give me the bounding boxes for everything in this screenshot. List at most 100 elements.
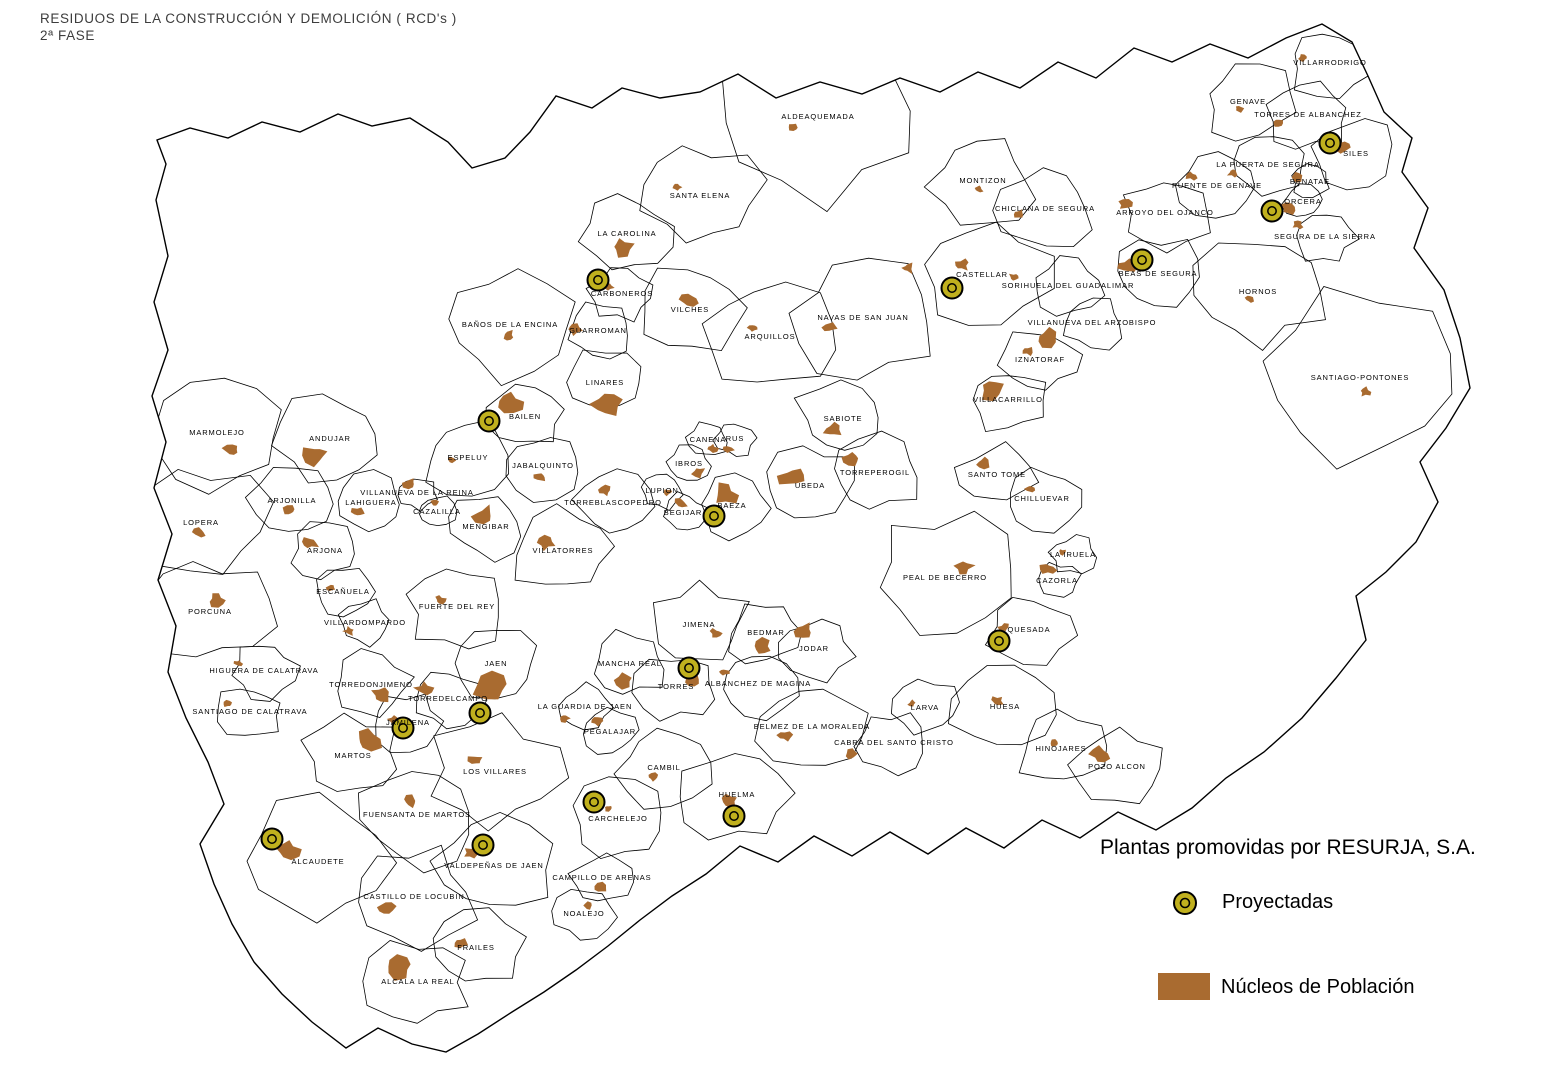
population-patch-vilches: [678, 293, 699, 307]
town-label-alcala-la-real: ALCALA LA REAL: [381, 977, 454, 986]
population-patch-torreblascopedro: [598, 484, 611, 497]
municipality-cell-villatorres: [514, 503, 616, 585]
town-label-la-puerta-de-segura: LA PUERTA DE SEGURA: [1216, 160, 1320, 169]
town-label-jimena: JIMENA: [683, 620, 716, 629]
municipality-cell-cabra-del-santo-cristo: [853, 712, 923, 777]
population-patch-la-puerta-de-segura: [1226, 169, 1238, 178]
town-label-la-iruela: LA IRUELA: [1050, 550, 1096, 559]
legend-title: Plantas promovidas por RESURJA, S.A.: [1100, 836, 1476, 859]
population-patch-pegalajar: [591, 717, 604, 727]
plant-marker-castellar: [940, 276, 964, 300]
municipality-cell-cambil: [613, 727, 713, 810]
municipality-cell-sorihuela-del-guadalimar: [1035, 255, 1106, 317]
population-patch-cazalilla: [430, 499, 439, 506]
municipality-cell-santa-elena: [639, 145, 768, 244]
population-patch-jodar: [793, 622, 811, 638]
town-label-la-carolina: LA CAROLINA: [597, 229, 656, 238]
town-label-orcera: ORCERA: [1284, 197, 1322, 206]
town-label-hinojares: HINOJARES: [1035, 744, 1086, 753]
town-label-benatae: BENATAE: [1290, 177, 1330, 186]
population-patch-campillo-de-arenas: [594, 881, 607, 892]
title-line-2: 2ª FASE: [40, 28, 95, 43]
plant-marker-torredelcampo: [468, 701, 492, 725]
population-patch-iznatoraf: [1022, 347, 1033, 357]
town-label-ubeda: UBEDA: [795, 481, 825, 490]
municipality-cell-campillo-de-arenas: [567, 852, 635, 902]
plant-marker-valdepe-as-de-jaen: [471, 833, 495, 857]
plant-marker-huelma: [722, 804, 746, 828]
town-label-arroyo-del-ojanco: ARROYO DEL OJANCO: [1116, 208, 1214, 217]
municipality-cell-arjonilla: [244, 467, 334, 532]
population-patch-hornos: [1244, 295, 1254, 303]
town-label-torredelcampo: TORREDELCAMPO: [408, 694, 488, 703]
population-patch-torres-de-albanchez: [1273, 119, 1283, 127]
town-label-alcaudete: ALCAUDETE: [291, 857, 344, 866]
town-label-quesada: QUESADA: [1008, 625, 1051, 634]
municipality-cell-castellar: [924, 221, 1055, 326]
population-patch-jabalquinto: [533, 473, 546, 482]
municipality-cell-larva: [890, 678, 960, 736]
municipality-cell-montizon: [923, 138, 1037, 226]
town-label-mancha-real: MANCHA REAL: [598, 659, 662, 668]
municipality-cell-santiago-pontones: [1262, 286, 1453, 470]
town-label-jabalquinto: JABALQUINTO: [512, 461, 574, 470]
population-patch-carboneros: [603, 283, 615, 291]
population-patch-andujar: [302, 447, 328, 468]
municipality-cell-chilluevar: [1009, 466, 1083, 534]
municipality-cell-quesada: [984, 596, 1079, 666]
town-label-huesa: HUESA: [990, 702, 1020, 711]
population-patch-baeza: [716, 482, 740, 504]
plant-marker-alcaudete: [260, 827, 284, 851]
town-label-castillo-de-locubin: CASTILLO DE LOCUBIN: [363, 892, 464, 901]
population-patch-montizon: [974, 185, 984, 193]
town-label-siles: SILES: [1343, 149, 1369, 158]
population-patch-albanchez-de-magina: [719, 669, 730, 676]
population-patch-chilluevar: [1024, 486, 1036, 493]
town-label-puente-de-genave: PUENTE DE GENAVE: [1172, 181, 1262, 190]
population-patch-fuensanta-de-martos: [404, 794, 416, 809]
municipality-cell-arroyo-del-ojanco: [1122, 182, 1211, 254]
municipality-cell-hornos: [1192, 242, 1326, 351]
population-patch-alcala-la-real: [388, 954, 411, 981]
town-label-chilluevar: CHILLUEVAR: [1014, 494, 1070, 503]
population-patch-espeluy: [447, 456, 457, 464]
town-label-arjonilla: ARJONILLA: [268, 496, 317, 505]
plant-marker-siles: [1318, 131, 1342, 155]
town-label-carchelejo: CARCHELEJO: [588, 814, 647, 823]
population-patch-frailes: [454, 938, 469, 948]
municipality-cell-jaen: [454, 629, 538, 700]
town-label-baeza: BAEZA: [717, 501, 746, 510]
population-patch-la-iruela: [1059, 549, 1066, 556]
town-label-martos: MARTOS: [334, 751, 371, 760]
municipality-cell-begijar: [663, 491, 710, 531]
town-label-los-villares: LOS VILLARES: [463, 767, 527, 776]
plant-marker-torres: [677, 656, 701, 680]
population-patch-alcaudete: [275, 840, 302, 861]
municipality-cell-alcaudete: [246, 791, 398, 924]
municipality-cell-torres: [631, 658, 716, 722]
population-patch-martos: [358, 728, 382, 752]
population-patch-lupion: [663, 489, 673, 497]
town-label-bailen: BAILEN: [509, 412, 541, 421]
population-patch-cabra-del-santo-cristo: [845, 748, 858, 760]
population-patch-genave: [1236, 106, 1245, 113]
municipality-cell-santo-tome: [953, 441, 1040, 501]
municipality-cell-sabiote: [793, 379, 879, 451]
municipality-cell-la-carolina: [577, 193, 675, 271]
municipality-cell-villanueva-de-la-reina: [397, 478, 438, 512]
municipality-cell-torreblascopedro: [571, 468, 656, 534]
town-label-jamilena: JAMILENA: [386, 718, 430, 727]
town-label-hornos: HORNOS: [1239, 287, 1277, 296]
page-title: RESIDUOS DE LA CONSTRUCCIÓN Y DEMOLICIÓN…: [40, 10, 457, 44]
municipality-cell-alcala-la-real: [362, 940, 469, 1024]
town-label-lahiguera: LAHIGUERA: [345, 498, 396, 507]
municipality-cell-martos: [300, 712, 398, 792]
municipality-cell-villardompardo: [337, 598, 390, 648]
population-patch-villatorres: [536, 534, 556, 552]
municipality-cell-huesa: [947, 664, 1057, 746]
municipality-cell-benatae: [1291, 163, 1330, 199]
town-label-carboneros: CARBONEROS: [591, 289, 653, 298]
municipality-cell-frailes: [432, 907, 527, 982]
municipality-cell-arquillos: [701, 281, 837, 383]
